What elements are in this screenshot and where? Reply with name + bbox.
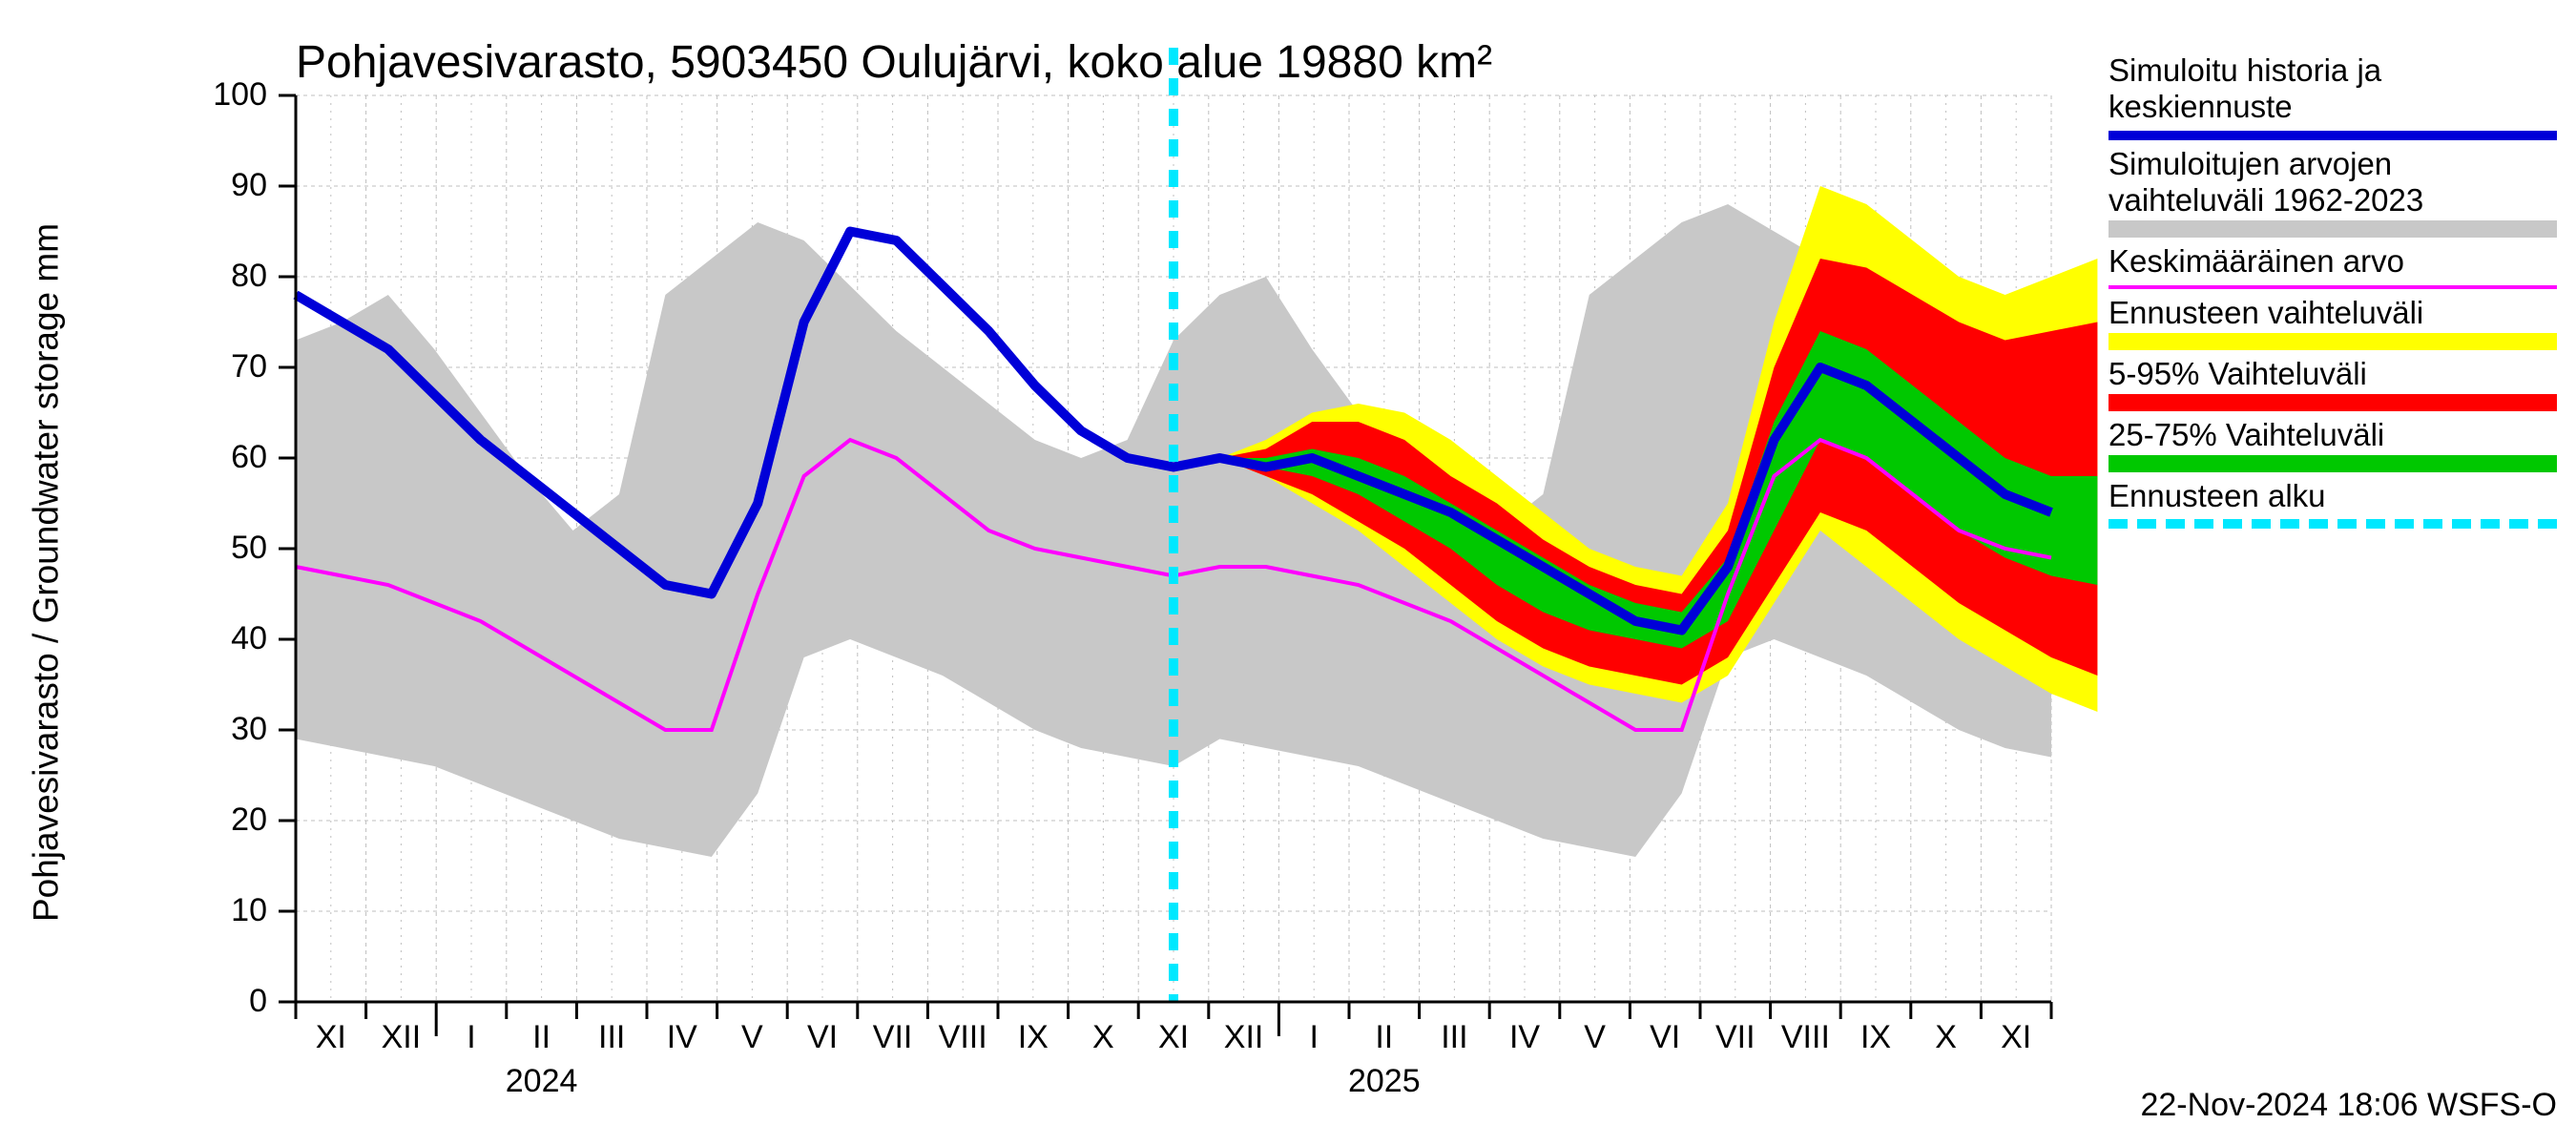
- axis-tick-label: X: [1935, 1019, 1957, 1056]
- axis-tick-label: IX: [1860, 1019, 1891, 1056]
- axis-tick-label: VII: [1715, 1019, 1755, 1056]
- axis-tick-label: III: [1441, 1019, 1467, 1056]
- axis-tick-label: 20: [231, 802, 267, 839]
- axis-tick-label: 50: [231, 530, 267, 567]
- axis-tick-label: 90: [231, 167, 267, 204]
- axis-tick-label: VIII: [1781, 1019, 1830, 1056]
- axis-tick-label: VIII: [939, 1019, 987, 1056]
- axis-tick-label: VI: [807, 1019, 838, 1056]
- legend-item: Ennusteen alku: [2109, 478, 2557, 530]
- axis-tick-label: II: [532, 1019, 551, 1056]
- axis-tick-label: 70: [231, 348, 267, 385]
- chart-title: Pohjavesivarasto, 5903450 Oulujärvi, kok…: [296, 36, 1492, 89]
- axis-tick-label: III: [598, 1019, 625, 1056]
- axis-tick-label: II: [1375, 1019, 1393, 1056]
- axis-tick-label: VI: [1650, 1019, 1680, 1056]
- axis-tick-label: VII: [873, 1019, 913, 1056]
- axis-tick-label: 100: [213, 76, 267, 114]
- axis-tick-label: 2025: [1348, 1063, 1421, 1100]
- axis-tick-label: X: [1092, 1019, 1114, 1056]
- axis-tick-label: 2024: [506, 1063, 578, 1100]
- footer-timestamp: 22-Nov-2024 18:06 WSFS-O: [2140, 1087, 2557, 1124]
- legend-item: 25-75% Vaihteluväli: [2109, 417, 2557, 472]
- legend-item: Keskimääräinen arvo: [2109, 243, 2557, 289]
- y-axis-label: Pohjavesivarasto / Groundwater storage m…: [27, 223, 67, 922]
- axis-tick-label: I: [1309, 1019, 1318, 1056]
- axis-tick-label: 40: [231, 620, 267, 657]
- axis-tick-label: 10: [231, 892, 267, 929]
- axis-tick-label: 0: [249, 983, 267, 1020]
- axis-tick-label: XII: [382, 1019, 422, 1056]
- axis-tick-label: XI: [316, 1019, 346, 1056]
- legend-item: Ennusteen vaihteluväli: [2109, 295, 2557, 350]
- axis-tick-label: XI: [2001, 1019, 2031, 1056]
- legend: Simuloitu historia jakeskiennusteSimuloi…: [2109, 52, 2557, 534]
- axis-tick-label: IV: [667, 1019, 697, 1056]
- axis-tick-label: V: [741, 1019, 763, 1056]
- axis-tick-label: XII: [1224, 1019, 1264, 1056]
- axis-tick-label: 30: [231, 711, 267, 748]
- axis-tick-label: XI: [1158, 1019, 1189, 1056]
- axis-tick-label: IV: [1509, 1019, 1540, 1056]
- axis-tick-label: IX: [1018, 1019, 1049, 1056]
- legend-item: Simuloitujen arvojenvaihteluväli 1962-20…: [2109, 146, 2557, 238]
- legend-item: Simuloitu historia jakeskiennuste: [2109, 52, 2557, 140]
- axis-tick-label: V: [1584, 1019, 1606, 1056]
- legend-item: 5-95% Vaihteluväli: [2109, 356, 2557, 411]
- groundwater-chart: Pohjavesivarasto / Groundwater storage m…: [0, 0, 2576, 1145]
- axis-tick-label: 60: [231, 439, 267, 476]
- axis-tick-label: 80: [231, 258, 267, 295]
- axis-tick-label: I: [467, 1019, 475, 1056]
